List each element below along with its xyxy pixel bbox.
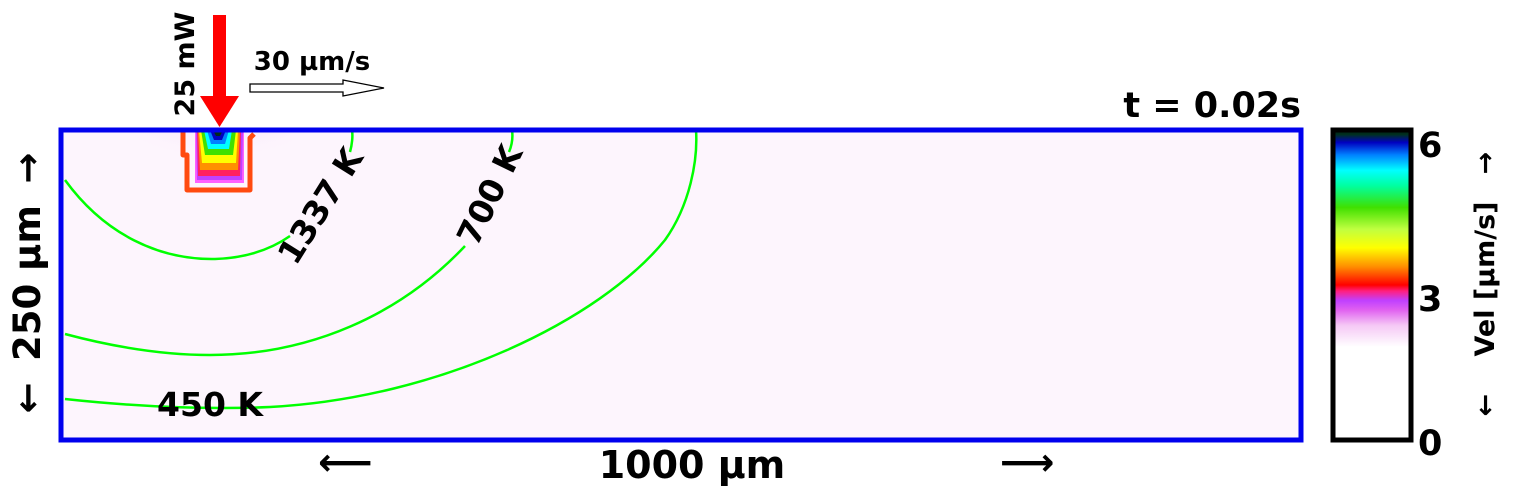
isotherm-450k-line: [64, 130, 698, 410]
melt-pool-outline: [180, 130, 256, 193]
time-label: t = 0.02s: [1123, 86, 1301, 126]
colorbar-gradient: [1333, 130, 1411, 440]
isotherm-label-450k: 450 K: [157, 385, 264, 424]
domain-border: [58, 127, 1304, 443]
colorbar-arrow-down: ←: [1470, 394, 1501, 417]
height-label: 250 µm: [6, 205, 49, 361]
isotherm-700k-line: [64, 245, 466, 357]
width-label: 1000 µm: [599, 443, 786, 487]
scan-direction-arrow: [249, 79, 385, 97]
width-arrow-right: ⟶: [1000, 440, 1054, 484]
laser-arrow: [200, 15, 239, 127]
melt-pool-velocity-field: [195, 130, 244, 183]
isotherm-1337k-line: [63, 179, 291, 261]
height-arrow-down: ←: [6, 382, 49, 413]
colorbar-border: [1330, 127, 1414, 443]
laser-power-label: 25 mW: [170, 12, 201, 117]
colorbar-arrow-up: →: [1470, 152, 1501, 175]
colorbar: 6 3 0: [1330, 126, 1442, 464]
scan-speed-label: 30 µm/s: [254, 47, 370, 77]
height-arrow-up: →: [6, 152, 49, 183]
colorbar-tick-3: 3: [1418, 280, 1442, 320]
width-arrow-left: ⟵: [318, 440, 372, 484]
isotherm-lines: [63, 130, 698, 410]
colorbar-tick-6: 6: [1418, 126, 1442, 166]
colorbar-label: Vel [µm/s]: [1470, 202, 1501, 357]
colorbar-tick-0: 0: [1418, 424, 1442, 464]
